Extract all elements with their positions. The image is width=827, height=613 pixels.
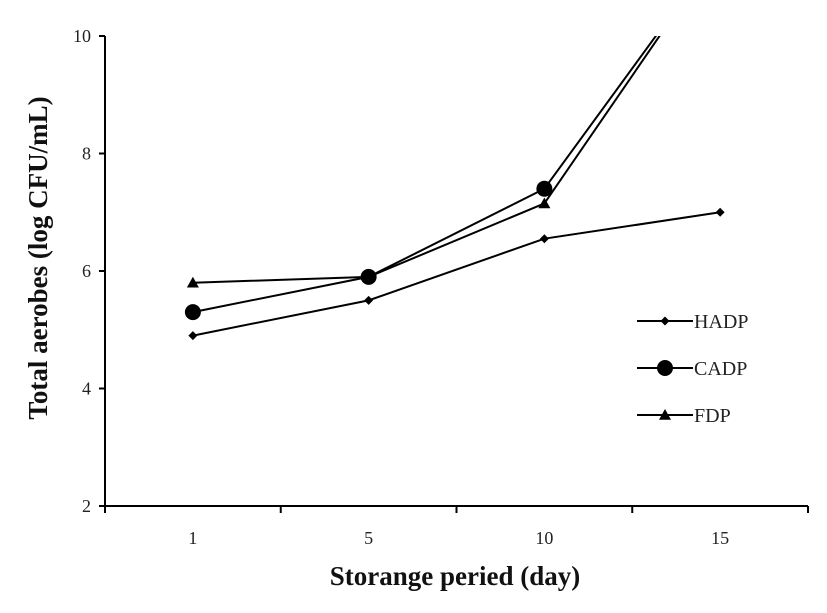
series-line-fdp [192,36,661,284]
legend-label-cadp: CADP [694,358,747,380]
data-point-hadp [188,331,198,341]
x-tick-label: 15 [711,528,729,548]
y-tick-label: 8 [82,144,91,164]
data-point-hadp [539,234,549,244]
x-tick-label: 1 [188,528,197,548]
y-tick-label: 2 [82,496,91,516]
legend-marker-fdp [659,409,671,420]
x-tick-label: 10 [535,528,553,548]
data-point-hadp [715,207,725,217]
y-tick-label: 10 [73,26,91,46]
data-point-cadp [536,180,553,197]
legend: HADP CADP FDP [637,311,748,427]
x-axis-title: Storange peried (day) [330,561,580,591]
legend-label-fdp: FDP [694,405,731,427]
series-line-hadp [192,211,721,337]
data-point-hadp [364,295,374,305]
series-group [184,36,725,341]
legend-marker-cadp [657,360,673,376]
data-point-fdp [186,276,199,288]
axes [99,35,809,513]
data-point-fdp [362,270,375,282]
x-tick-label: 5 [364,528,373,548]
legend-marker-hadp [660,316,670,326]
y-tick-label: 4 [82,379,91,399]
series-line-cadp [192,36,658,314]
data-point-fdp [538,197,551,209]
legend-label-hadp: HADP [694,311,748,333]
data-point-cadp [184,304,201,321]
y-axis-title: Total aerobes (log CFU/mL) [23,96,53,419]
y-tick-label: 6 [82,261,91,281]
